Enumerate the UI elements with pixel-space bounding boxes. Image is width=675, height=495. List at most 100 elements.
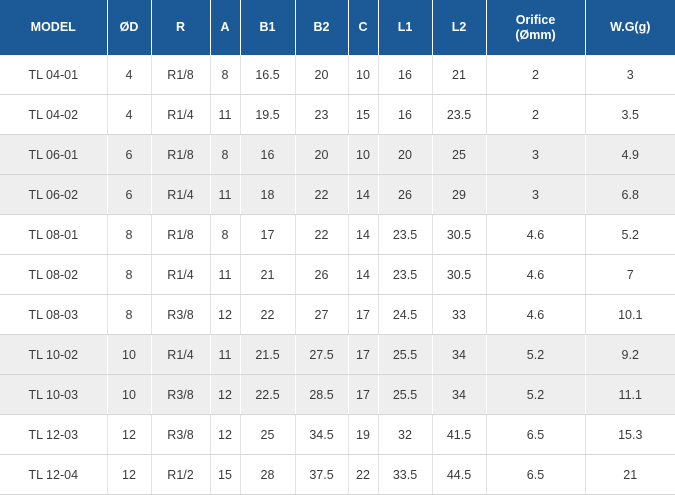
cell-r: R3/8 xyxy=(151,294,211,335)
cell-weight: 6.8 xyxy=(585,174,675,215)
cell-od: 12 xyxy=(107,414,152,455)
table-row: TL 12-03 12 R3/8 12 25 34.5 19 32 41.5 6.5 15.3 xyxy=(0,414,675,455)
cell-c: 19 xyxy=(348,414,379,455)
header-b1: B1 xyxy=(240,0,296,55)
cell-model: TL 10-02 xyxy=(0,334,108,375)
cell-r: R3/8 xyxy=(151,414,211,455)
cell-a: 12 xyxy=(210,374,241,415)
cell-b2: 34.5 xyxy=(295,414,349,455)
cell-l1: 20 xyxy=(378,134,433,175)
cell-model: TL 04-02 xyxy=(0,94,108,135)
cell-b2: 37.5 xyxy=(295,454,349,495)
cell-c: 14 xyxy=(348,174,379,215)
cell-l2: 34 xyxy=(432,374,487,415)
cell-od: 8 xyxy=(107,214,152,255)
cell-b2: 20 xyxy=(295,55,349,95)
cell-b2: 27.5 xyxy=(295,334,349,375)
cell-model: TL 08-02 xyxy=(0,254,108,295)
cell-l1: 16 xyxy=(378,94,433,135)
table-row: TL 12-04 12 R1/2 15 28 37.5 22 33.5 44.5 6.5 21 xyxy=(0,454,675,495)
cell-orifice: 2 xyxy=(486,94,586,135)
cell-r: R1/4 xyxy=(151,94,211,135)
cell-l1: 26 xyxy=(378,174,433,215)
header-od: ØD xyxy=(107,0,152,55)
cell-r: R1/8 xyxy=(151,55,211,95)
cell-l2: 30.5 xyxy=(432,214,487,255)
cell-b2: 22 xyxy=(295,214,349,255)
header-b2: B2 xyxy=(295,0,349,55)
cell-r: R3/8 xyxy=(151,374,211,415)
cell-a: 11 xyxy=(210,94,241,135)
table-header: MODEL ØD R A B1 B2 C L1 L2 Orifice (Ømm)… xyxy=(0,0,675,55)
cell-r: R1/4 xyxy=(151,174,211,215)
cell-a: 12 xyxy=(210,414,241,455)
cell-a: 12 xyxy=(210,294,241,335)
cell-weight: 11.1 xyxy=(585,374,675,415)
table-row: TL 04-02 4 R1/4 11 19.5 23 15 16 23.5 2 3.5 xyxy=(0,94,675,135)
cell-od: 6 xyxy=(107,134,152,175)
header-r: R xyxy=(151,0,211,55)
cell-r: R1/4 xyxy=(151,254,211,295)
cell-l1: 33.5 xyxy=(378,454,433,495)
table-row: TL 08-01 8 R1/8 8 17 22 14 23.5 30.5 4.6 5.2 xyxy=(0,214,675,255)
cell-model: TL 08-01 xyxy=(0,214,108,255)
cell-od: 12 xyxy=(107,454,152,495)
cell-model: TL 06-01 xyxy=(0,134,108,175)
cell-b1: 25 xyxy=(240,414,296,455)
cell-r: R1/8 xyxy=(151,214,211,255)
cell-l2: 34 xyxy=(432,334,487,375)
cell-b1: 22 xyxy=(240,294,296,335)
cell-od: 8 xyxy=(107,254,152,295)
table-row: TL 10-03 10 R3/8 12 22.5 28.5 17 25.5 34 5.2 11.1 xyxy=(0,374,675,415)
cell-orifice: 6.5 xyxy=(486,454,586,495)
cell-a: 11 xyxy=(210,334,241,375)
cell-orifice: 5.2 xyxy=(486,334,586,375)
cell-l1: 23.5 xyxy=(378,214,433,255)
header-l1: L1 xyxy=(378,0,433,55)
cell-c: 10 xyxy=(348,55,379,95)
cell-weight: 10.1 xyxy=(585,294,675,335)
cell-orifice: 3 xyxy=(486,174,586,215)
cell-b1: 22.5 xyxy=(240,374,296,415)
table-row: TL 04-01 4 R1/8 8 16.5 20 10 16 21 2 3 xyxy=(0,55,675,95)
header-c: C xyxy=(348,0,379,55)
cell-model: TL 10-03 xyxy=(0,374,108,415)
header-a: A xyxy=(210,0,241,55)
cell-model: TL 06-02 xyxy=(0,174,108,215)
table-row: TL 06-02 6 R1/4 11 18 22 14 26 29 3 6.8 xyxy=(0,174,675,215)
cell-weight: 3 xyxy=(585,55,675,95)
cell-od: 10 xyxy=(107,374,152,415)
cell-c: 10 xyxy=(348,134,379,175)
cell-l1: 32 xyxy=(378,414,433,455)
cell-l1: 16 xyxy=(378,55,433,95)
cell-l2: 30.5 xyxy=(432,254,487,295)
cell-od: 10 xyxy=(107,334,152,375)
cell-c: 15 xyxy=(348,94,379,135)
cell-weight: 9.2 xyxy=(585,334,675,375)
cell-weight: 7 xyxy=(585,254,675,295)
cell-l2: 21 xyxy=(432,55,487,95)
cell-b1: 21 xyxy=(240,254,296,295)
cell-c: 17 xyxy=(348,294,379,335)
cell-l2: 25 xyxy=(432,134,487,175)
cell-b2: 27 xyxy=(295,294,349,335)
cell-a: 8 xyxy=(210,134,241,175)
table-body: TL 04-01 4 R1/8 8 16.5 20 10 16 21 2 3 TL 04-02 4 R1/… xyxy=(0,55,675,495)
cell-weight: 4.9 xyxy=(585,134,675,175)
header-model: MODEL xyxy=(0,0,108,55)
cell-l2: 41.5 xyxy=(432,414,487,455)
cell-model: TL 12-04 xyxy=(0,454,108,495)
header-row: MODEL ØD R A B1 B2 C L1 L2 Orifice (Ømm)… xyxy=(0,0,675,55)
cell-model: TL 12-03 xyxy=(0,414,108,455)
cell-orifice: 6.5 xyxy=(486,414,586,455)
cell-a: 11 xyxy=(210,174,241,215)
table-row: TL 06-01 6 R1/8 8 16 20 10 20 25 3 4.9 xyxy=(0,134,675,175)
cell-l2: 44.5 xyxy=(432,454,487,495)
header-l2: L2 xyxy=(432,0,487,55)
cell-orifice: 4.6 xyxy=(486,294,586,335)
table-row: TL 08-02 8 R1/4 11 21 26 14 23.5 30.5 4.6 7 xyxy=(0,254,675,295)
cell-a: 8 xyxy=(210,55,241,95)
cell-c: 22 xyxy=(348,454,379,495)
cell-b2: 28.5 xyxy=(295,374,349,415)
